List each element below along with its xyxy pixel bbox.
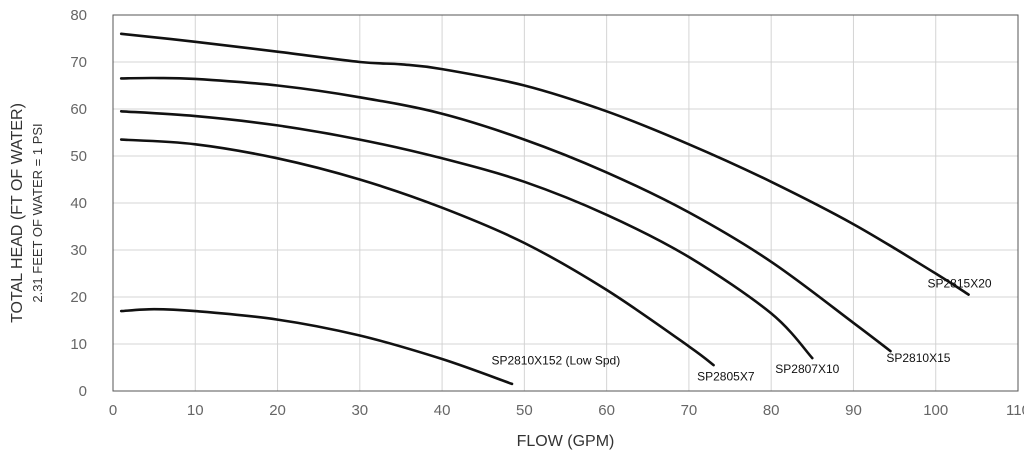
y-tick-label: 50 [70, 148, 87, 165]
x-tick-label: 110 [1006, 402, 1024, 419]
x-tick-label: 50 [516, 402, 533, 419]
plot-frame [112, 14, 1019, 392]
x-tick-label: 30 [351, 402, 368, 419]
curve-sp2807x10 [119, 110, 814, 360]
y-tick-label: 0 [79, 383, 87, 400]
curve-label: SP2807X10 [775, 362, 839, 376]
x-axis-title: FLOW (GPM) [517, 433, 615, 450]
curve-sp2810x152-low-spd [119, 307, 514, 386]
curve-label: SP2815X20 [928, 277, 992, 291]
curve-sp2815x20 [119, 32, 970, 296]
curve-labels: SP2815X20 SP2810X15 SP2807X10 SP2805X7 SP281… [491, 277, 991, 384]
y-tick-label: 80 [70, 7, 87, 24]
x-tick-label: 90 [845, 402, 862, 419]
y-tick-label: 70 [70, 54, 87, 71]
x-axis-ticks: 0 10 20 30 40 50 60 70 80 90 100 110 [109, 402, 1024, 419]
x-tick-label: 80 [763, 402, 780, 419]
curve-label: SP2810X152 (Low Spd) [491, 354, 620, 368]
y-axis-ticks: 0 10 20 30 40 50 60 70 80 [70, 7, 87, 400]
curve-sp2810x15 [119, 76, 892, 353]
y-tick-label: 60 [70, 101, 87, 118]
x-tick-label: 70 [681, 402, 698, 419]
x-tick-label: 0 [109, 402, 117, 419]
curve-sp2805x7 [119, 138, 715, 367]
x-tick-label: 40 [434, 402, 451, 419]
curve-label: SP2805X7 [697, 370, 755, 384]
x-tick-label: 60 [598, 402, 615, 419]
pump-curves [119, 32, 970, 386]
y-tick-label: 40 [70, 195, 87, 212]
grid-lines [112, 14, 1019, 392]
x-tick-label: 100 [923, 402, 948, 419]
y-tick-label: 30 [70, 242, 87, 259]
y-tick-label: 10 [70, 336, 87, 353]
x-tick-label: 10 [187, 402, 204, 419]
y-tick-label: 20 [70, 289, 87, 306]
curve-label: SP2810X15 [886, 351, 950, 365]
x-tick-label: 20 [269, 402, 286, 419]
y-axis-subtitle: 2.31 FEET OF WATER = 1 PSI [30, 123, 45, 302]
y-axis-title: TOTAL HEAD (FT OF WATER) [9, 103, 26, 323]
